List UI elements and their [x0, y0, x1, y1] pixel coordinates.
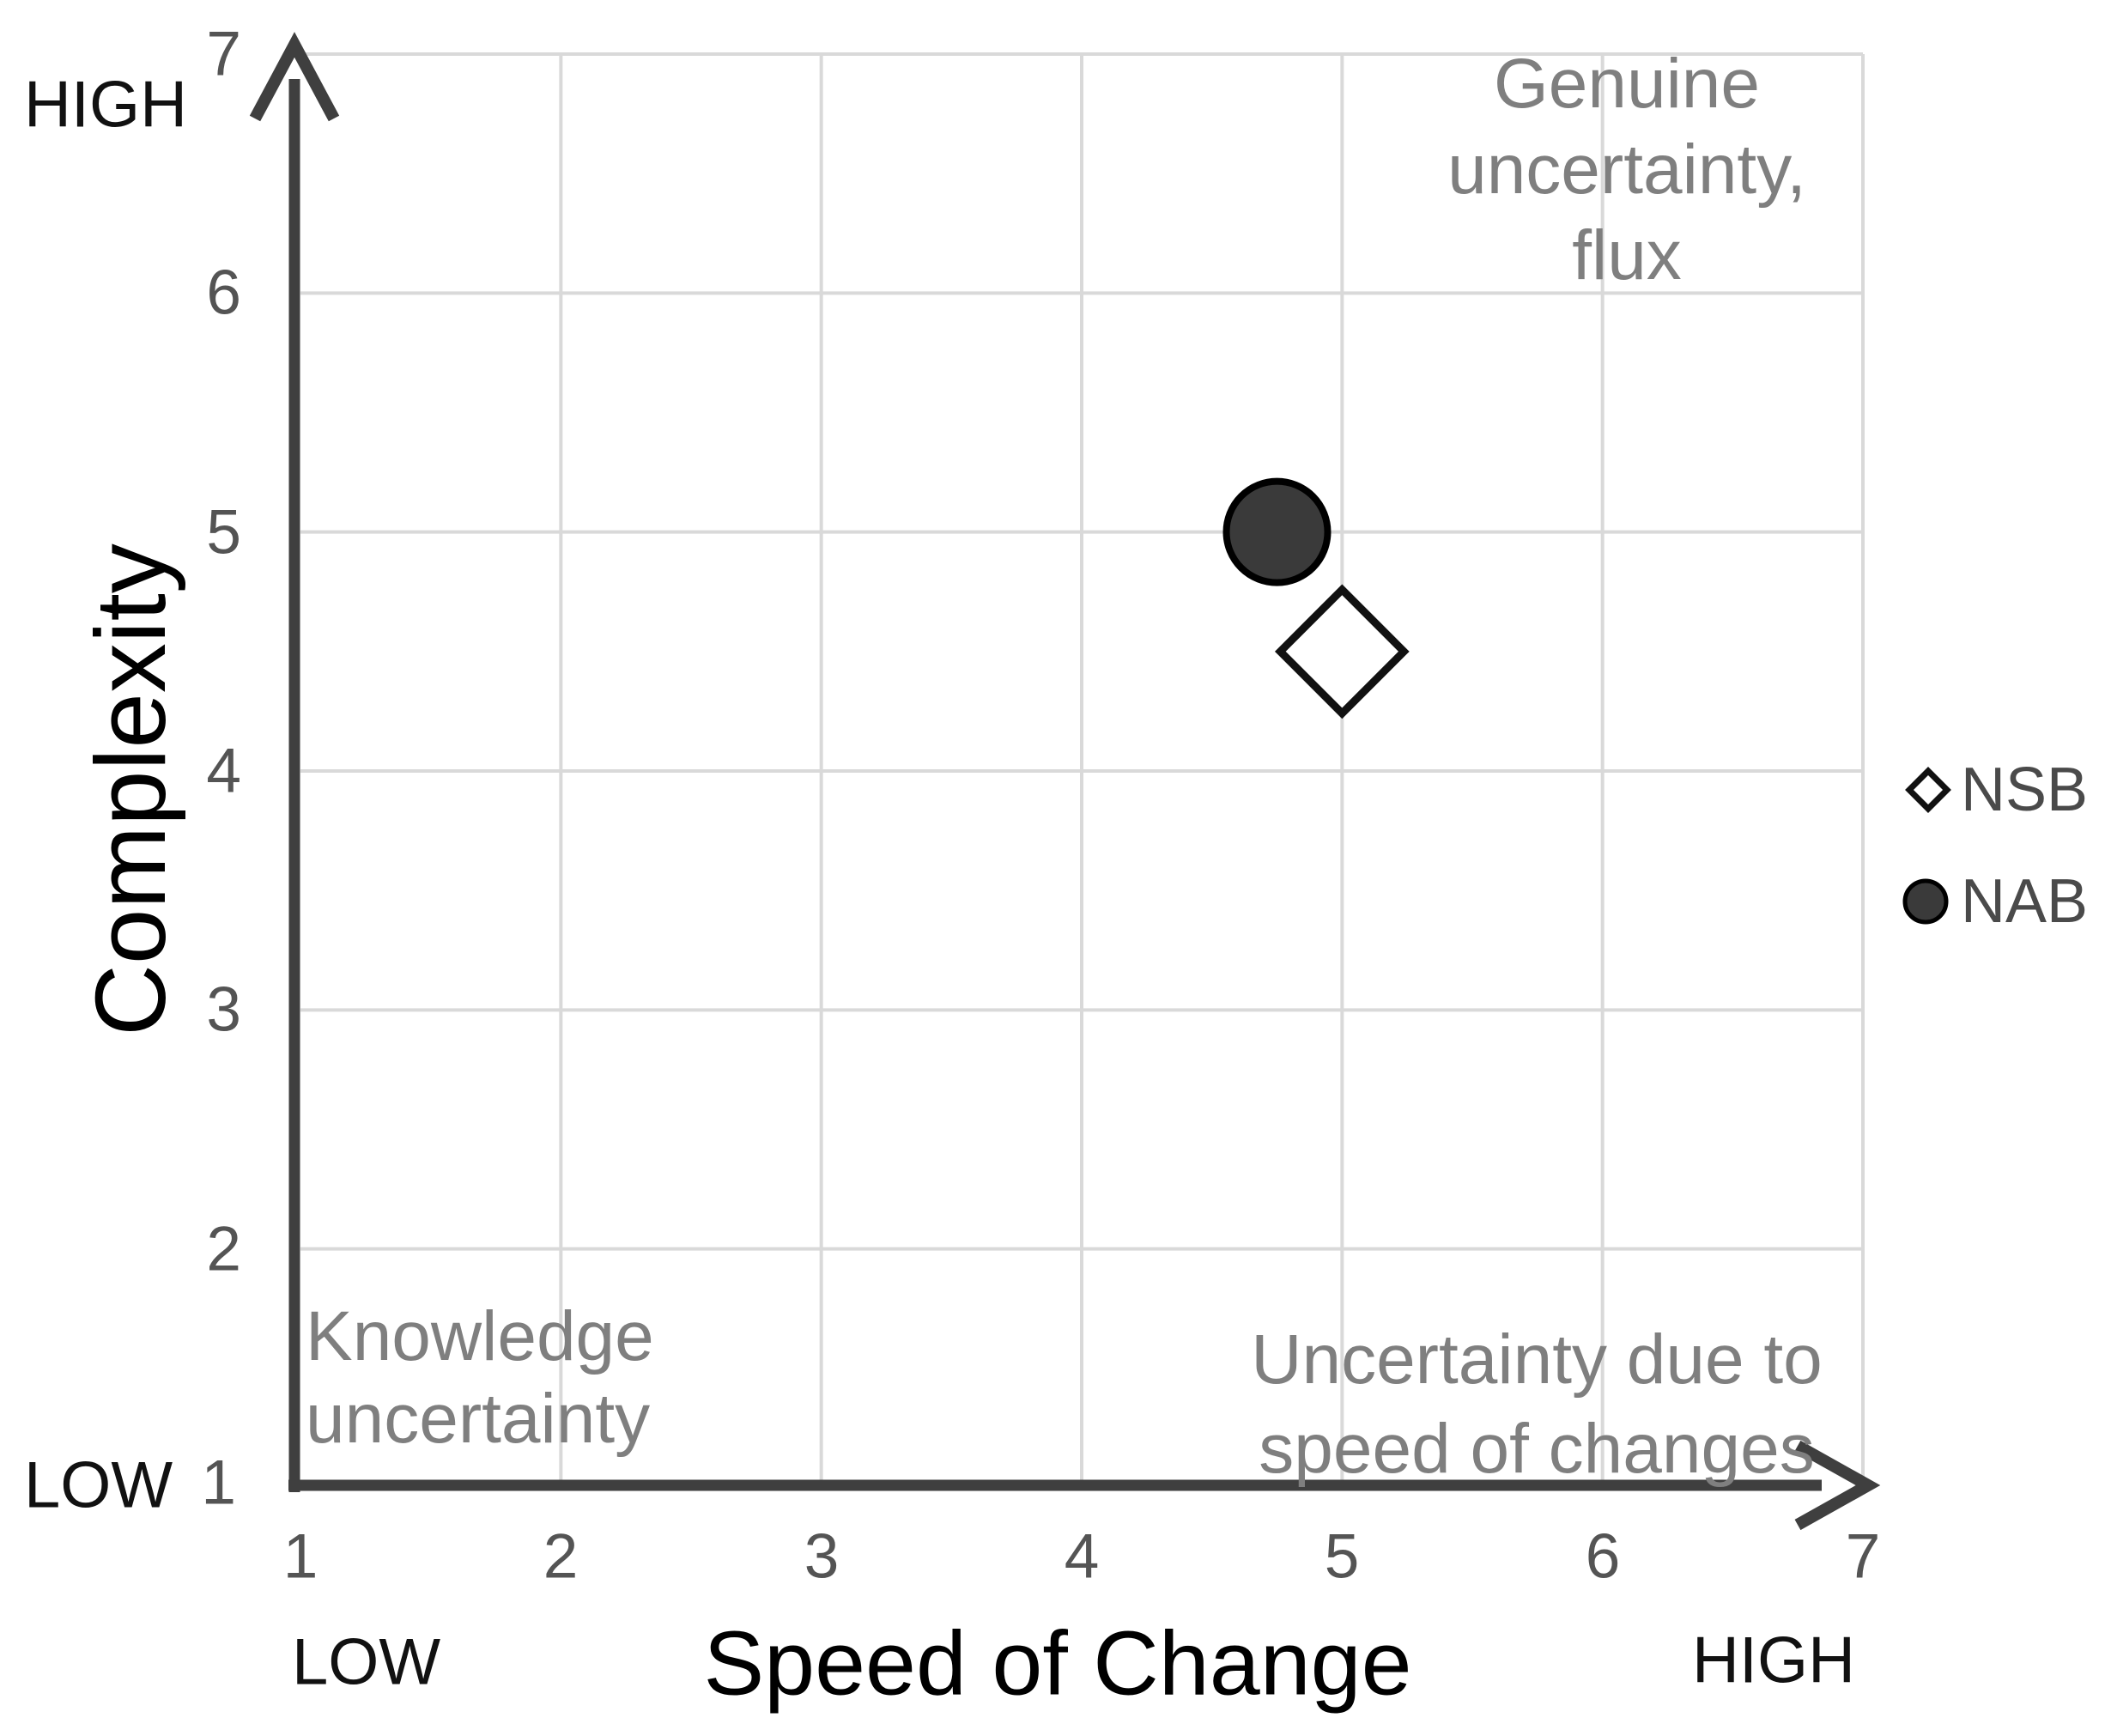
x-tick-2: 2	[543, 1521, 579, 1592]
y-axis-arrowhead-icon	[249, 32, 340, 122]
x-tick-7: 7	[1845, 1521, 1881, 1592]
annotation-speed-uncertainty: Uncertainty due to speed of changes	[1251, 1315, 1823, 1494]
x-tick-5: 5	[1324, 1521, 1360, 1592]
x-tick-6: 6	[1585, 1521, 1621, 1592]
annotation-knowledge-uncertainty: Knowledge uncertainty	[306, 1296, 654, 1460]
legend-filled-circle-icon	[1902, 878, 1949, 925]
x-axis-low-label: LOW	[292, 1625, 441, 1699]
annotation-line: uncertainty,	[1447, 131, 1806, 209]
x-tick-1: 1	[282, 1521, 318, 1592]
legend-item-nsb: NSB	[1961, 756, 2089, 824]
y-tick-3: 3	[206, 974, 241, 1045]
y-axis-title: Complexity	[75, 543, 186, 1036]
annotation-line: Uncertainty due to	[1251, 1320, 1823, 1399]
annotation-line: Knowledge	[306, 1297, 654, 1375]
legend-open-diamond-icon	[1905, 767, 1951, 813]
y-tick-4: 4	[206, 736, 241, 806]
y-tick-7: 7	[206, 19, 241, 89]
annotation-line: flux	[1572, 216, 1682, 294]
y-tick-5: 5	[206, 497, 241, 568]
nab-data-point	[1222, 477, 1332, 586]
grid-lines	[300, 52, 1865, 1488]
annotation-line: Genuine	[1493, 45, 1761, 123]
x-axis-arrowhead-icon	[1794, 1440, 1881, 1531]
legend-item-nab: NAB	[1961, 867, 2089, 936]
y-tick-2: 2	[206, 1214, 241, 1284]
x-axis-high-label: HIGH	[1692, 1624, 1855, 1697]
y-tick-6: 6	[206, 258, 241, 328]
nsb-data-point	[1274, 584, 1410, 719]
x-tick-4: 4	[1064, 1521, 1100, 1592]
annotation-line: speed of changes	[1259, 1410, 1815, 1488]
x-axis-title: Speed of Change	[703, 1612, 1412, 1715]
y-axis-high-label: HIGH	[24, 68, 187, 142]
annotation-genuine-uncertainty: Genuine uncertainty, flux	[1447, 41, 1806, 299]
x-tick-3: 3	[804, 1521, 840, 1592]
annotation-line: uncertainty	[306, 1380, 651, 1458]
y-axis-low-label: LOW	[24, 1448, 173, 1522]
y-tick-1: 1	[201, 1448, 236, 1518]
